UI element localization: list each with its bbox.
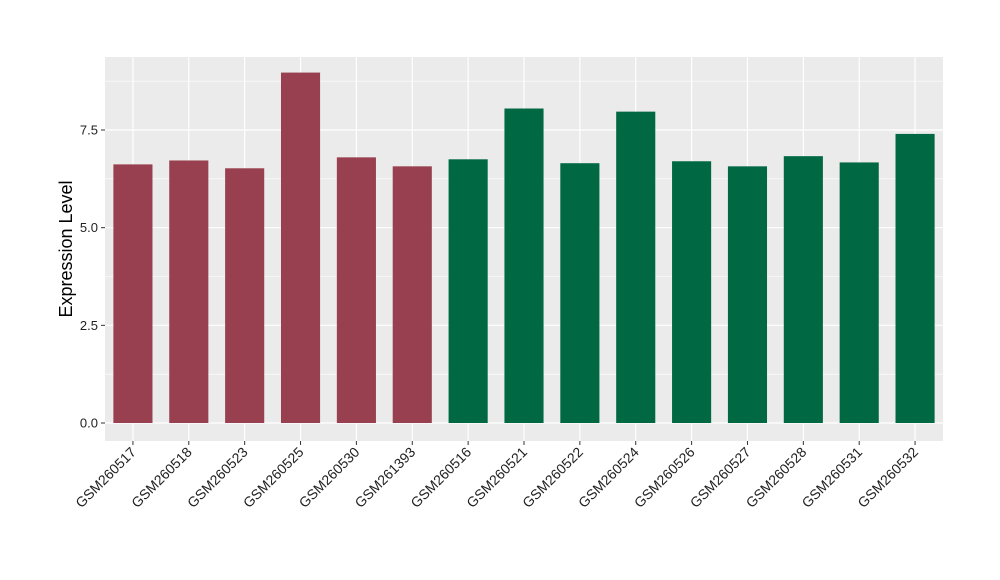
bars <box>113 72 935 424</box>
y-tick-label: 0.0 <box>80 416 98 431</box>
y-tick-label: 2.5 <box>80 318 98 333</box>
bar-GSM261393 <box>392 166 432 423</box>
bar-GSM260525 <box>280 72 321 424</box>
bar-GSM260523 <box>225 168 265 423</box>
bar-GSM260516 <box>448 159 488 424</box>
y-tick-label: 7.5 <box>80 123 98 138</box>
bar-GSM260521 <box>504 108 544 423</box>
bar-GSM260517 <box>113 164 153 423</box>
bar-GSM260518 <box>169 160 209 424</box>
y-tick-label: 5.0 <box>80 220 98 235</box>
x-tick-label: GSM260532 <box>854 444 921 511</box>
x-axis: GSM260517GSM260518GSM260523GSM260525GSM2… <box>72 441 921 511</box>
bar-GSM260527 <box>727 166 768 423</box>
bar-GSM260530 <box>336 157 376 423</box>
bar-GSM260531 <box>839 162 879 423</box>
y-axis: 0.0 2.5 5.0 7.5 <box>80 123 105 431</box>
y-axis-title: Expression Level <box>56 180 76 317</box>
bar-GSM260532 <box>895 133 935 423</box>
bar-GSM260524 <box>616 111 656 423</box>
bar-GSM260526 <box>672 161 712 423</box>
bar-GSM260528 <box>783 156 823 423</box>
bar-GSM260522 <box>560 163 600 423</box>
